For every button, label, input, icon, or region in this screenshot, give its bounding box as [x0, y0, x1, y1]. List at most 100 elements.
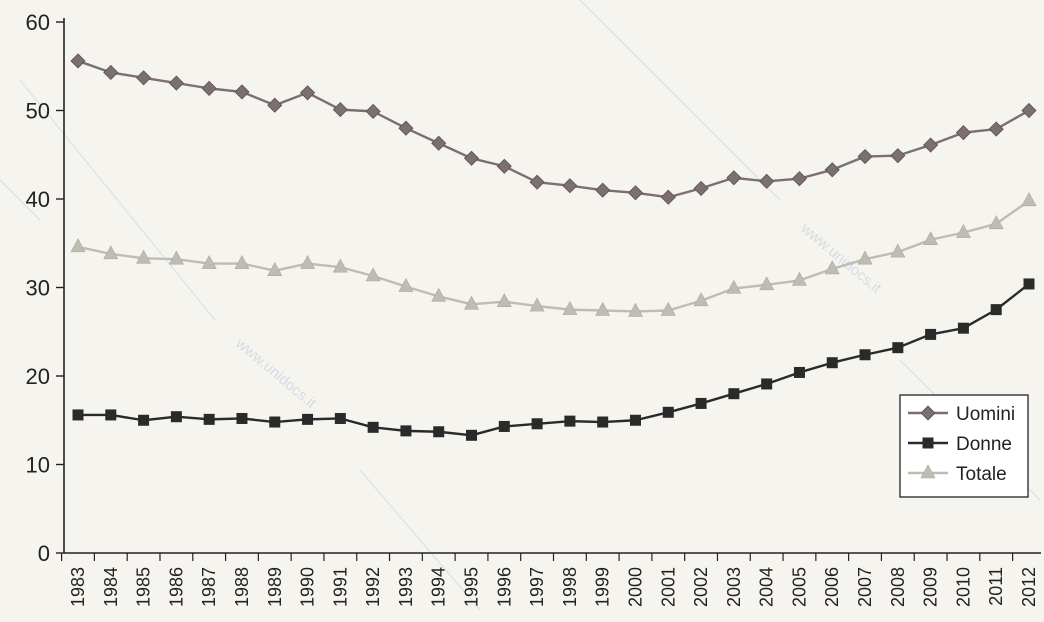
- x-tick-label: 1996: [494, 567, 514, 607]
- data-point-totale: [693, 292, 709, 307]
- data-point-totale: [431, 287, 447, 302]
- data-point-donne: [629, 414, 641, 426]
- series-donne: [72, 278, 1035, 441]
- x-tick-label: 2012: [1019, 567, 1039, 607]
- data-point-totale: [136, 249, 152, 264]
- data-point-donne: [859, 349, 871, 361]
- data-point-uomini: [693, 180, 709, 196]
- x-tick-label: 1989: [265, 567, 285, 607]
- x-tick-label: 1995: [462, 567, 482, 607]
- data-point-totale: [267, 262, 283, 276]
- data-point-totale: [595, 301, 611, 316]
- x-tick-label: 1994: [429, 567, 449, 607]
- series-layer: [70, 53, 1037, 441]
- data-point-donne: [1023, 278, 1035, 290]
- data-point-totale: [726, 279, 742, 294]
- data-point-uomini: [857, 148, 873, 165]
- axes: 0 10 20 30 40 50 60 1983 1984 1985 1986 1987 1988 198…: [26, 10, 1041, 607]
- data-point-uomini: [267, 97, 283, 113]
- data-point-totale: [103, 245, 119, 260]
- x-tick-label: 2004: [757, 567, 777, 607]
- watermark-line: [0, 179, 41, 221]
- x-tick-label: 2000: [625, 567, 645, 607]
- data-point-uomini: [595, 182, 611, 198]
- legend: Uomini Donne Totale: [899, 394, 1029, 498]
- data-point-uomini: [103, 64, 119, 81]
- x-tick-label: 2011: [986, 567, 1006, 606]
- data-point-donne: [433, 426, 445, 438]
- x-tick-label: 2009: [921, 567, 941, 607]
- data-point-totale: [988, 215, 1004, 230]
- data-point-totale: [70, 238, 86, 253]
- data-point-uomini: [627, 185, 644, 201]
- x-tick-label: 1984: [101, 567, 121, 607]
- y-tick-label: 10: [26, 453, 50, 478]
- data-point-uomini: [988, 121, 1004, 137]
- data-point-totale: [857, 250, 873, 265]
- x-tick-label: 2008: [888, 567, 908, 607]
- data-point-uomini: [365, 103, 381, 119]
- data-point-uomini: [923, 137, 939, 153]
- data-point-uomini: [431, 135, 447, 151]
- data-point-donne: [400, 425, 412, 437]
- series-line-uomini: [77, 59, 1030, 199]
- data-point-uomini: [660, 189, 676, 205]
- x-tick-label: 1985: [134, 567, 154, 607]
- data-point-uomini: [463, 150, 480, 166]
- data-point-uomini: [332, 102, 348, 118]
- data-point-uomini: [791, 171, 808, 187]
- x-tick-label: 1997: [527, 567, 547, 607]
- data-point-uomini: [398, 120, 414, 136]
- data-point-totale: [824, 260, 840, 275]
- legend-swatch-marker-uomini: [920, 405, 936, 421]
- data-point-totale: [168, 250, 184, 265]
- data-point-totale: [496, 293, 512, 307]
- data-point-uomini: [168, 75, 184, 91]
- data-point-totale: [529, 297, 545, 312]
- legend-swatch-marker-totale: [920, 464, 936, 479]
- data-point-donne: [72, 409, 84, 421]
- series-line-totale: [77, 199, 1030, 313]
- watermark-text: www.unidocs.it: [232, 334, 320, 412]
- data-point-uomini: [726, 170, 742, 186]
- data-point-donne: [662, 406, 674, 418]
- data-point-uomini: [496, 158, 512, 174]
- data-point-donne: [367, 421, 379, 433]
- data-point-totale: [365, 267, 381, 282]
- data-point-uomini: [201, 80, 217, 96]
- x-tick-label: 2006: [822, 567, 842, 607]
- data-point-totale: [660, 301, 676, 316]
- data-point-donne: [170, 411, 182, 423]
- data-point-donne: [597, 416, 609, 428]
- y-tick-label: 20: [26, 364, 50, 389]
- data-point-donne: [892, 342, 904, 354]
- legend-label-uomini: Uomini: [956, 404, 1015, 425]
- x-tick-label: 2003: [724, 567, 744, 607]
- data-point-donne: [957, 322, 969, 334]
- x-tick-label: 1999: [593, 567, 613, 607]
- data-point-donne: [761, 378, 773, 390]
- data-point-totale: [332, 258, 348, 273]
- data-point-totale: [759, 276, 775, 291]
- data-point-donne: [334, 412, 346, 424]
- data-point-totale: [1021, 192, 1037, 207]
- data-point-uomini: [890, 148, 906, 164]
- data-point-donne: [531, 418, 543, 430]
- data-point-totale: [398, 277, 414, 292]
- data-point-donne: [302, 413, 314, 425]
- data-point-uomini: [70, 53, 86, 69]
- data-point-totale: [201, 254, 217, 269]
- data-point-totale: [300, 254, 316, 269]
- x-tick-label: 1990: [298, 567, 318, 607]
- data-point-uomini: [759, 173, 775, 189]
- watermark-line: [579, 0, 781, 201]
- legend-label-totale: Totale: [956, 464, 1007, 485]
- y-tick-label: 50: [26, 99, 50, 124]
- x-tick-label: 2002: [691, 567, 711, 607]
- y-tick-label: 40: [26, 187, 50, 212]
- watermark-line: [359, 469, 481, 611]
- data-point-totale: [791, 271, 807, 286]
- y-tick-label: 0: [38, 541, 50, 566]
